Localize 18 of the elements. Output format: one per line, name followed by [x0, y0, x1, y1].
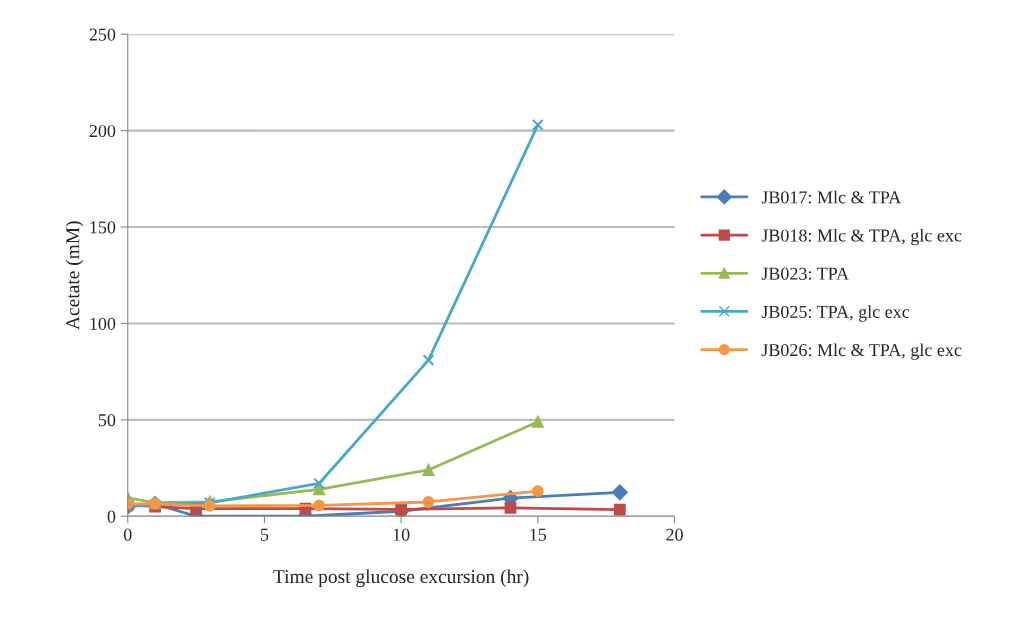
- legend-label: JB017: Mlc & TPA: [761, 190, 902, 204]
- x-tick-label: 5: [260, 528, 269, 541]
- x-tick-label: 0: [123, 528, 132, 541]
- x-tick-label: 10: [393, 528, 410, 541]
- y-tick-label: 150: [90, 221, 116, 234]
- y-axis-title: Acetate (mM): [65, 221, 84, 330]
- x-axis-title: Time post glucose excursion (hr): [273, 569, 529, 588]
- x-tick-label: 20: [666, 528, 683, 541]
- y-tick-label: 0: [107, 510, 116, 523]
- legend-label: JB025: TPA, glc exc: [761, 305, 910, 322]
- legend-label: JB018: Mlc & TPA, glc exc: [761, 228, 962, 246]
- y-tick-label: 50: [98, 414, 116, 427]
- legend-label: JB023: TPA: [761, 267, 849, 280]
- y-tick-label: 100: [90, 317, 116, 330]
- x-tick-label: 15: [530, 528, 547, 541]
- y-tick-label: 250: [89, 28, 116, 41]
- legend-label: JB026: Mlc & TPA, glc exc: [761, 343, 962, 360]
- y-tick-label: 200: [89, 124, 116, 138]
